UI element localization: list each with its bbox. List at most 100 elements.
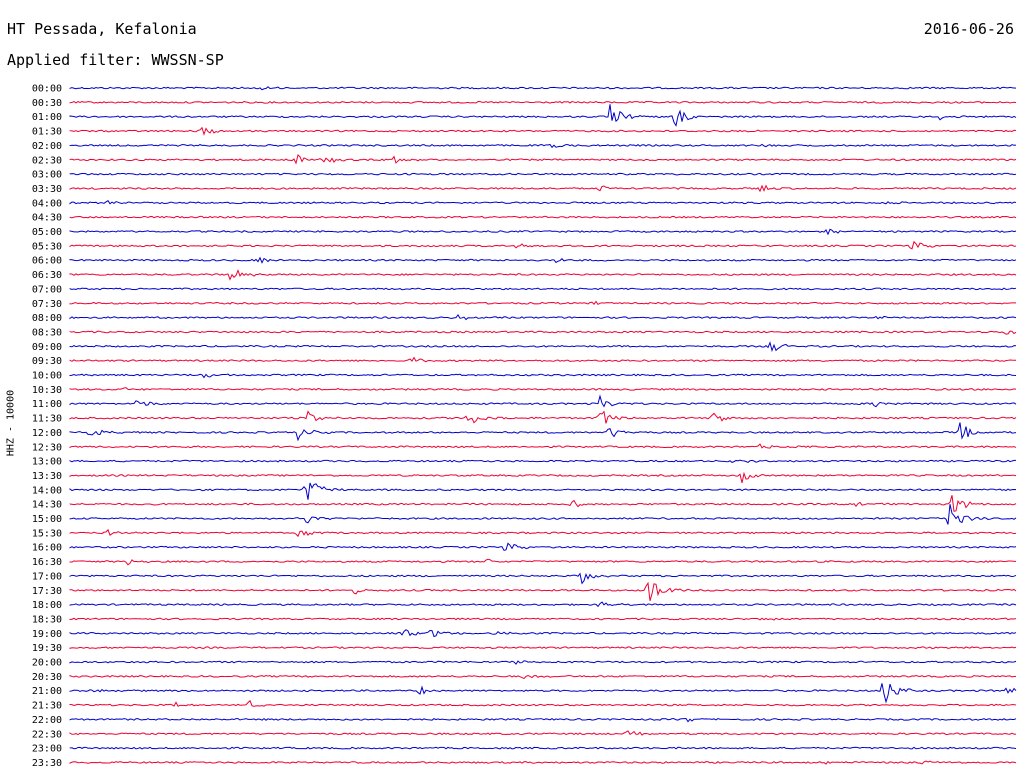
- seismic-trace: [69, 100, 1017, 104]
- time-tick-label: 07:30: [32, 299, 62, 310]
- time-tick-label: 03:00: [32, 170, 62, 181]
- time-tick-label: 06:00: [32, 256, 62, 267]
- seismic-trace: [69, 730, 1017, 736]
- trace-row-1530: 15:30: [32, 528, 1017, 539]
- seismic-trace: [69, 760, 1017, 765]
- seismic-trace: [69, 482, 1017, 500]
- trace-row-2200: 22:00: [32, 715, 1017, 726]
- time-tick-label: 11:00: [32, 399, 62, 410]
- time-tick-label: 01:30: [32, 127, 62, 138]
- seismic-trace: [69, 717, 1017, 723]
- seismic-trace: [69, 683, 1017, 704]
- time-tick-label: 02:00: [32, 141, 62, 152]
- trace-row-0900: 09:00: [32, 341, 1017, 353]
- seismic-trace: [69, 646, 1017, 650]
- trace-row-0630: 06:30: [32, 269, 1017, 281]
- seismic-trace: [69, 154, 1017, 165]
- trace-row-1500: 15:00: [32, 504, 1017, 525]
- seismic-trace: [69, 394, 1017, 408]
- time-tick-label: 06:30: [32, 270, 62, 281]
- seismic-trace: [69, 387, 1017, 391]
- time-tick-label: 04:30: [32, 213, 62, 224]
- trace-row-0530: 05:30: [32, 240, 1017, 252]
- trace-row-2000: 20:00: [32, 658, 1017, 669]
- trace-row-2100: 21:00: [32, 683, 1017, 704]
- time-tick-label: 13:00: [32, 457, 62, 468]
- seismic-trace: [69, 746, 1017, 750]
- trace-row-0500: 05:00: [32, 227, 1017, 238]
- trace-row-0000: 00:00: [32, 84, 1017, 95]
- trace-row-0430: 04:30: [32, 213, 1017, 224]
- date-label: 2016-06-26: [923, 20, 1014, 38]
- trace-row-1900: 19:00: [32, 629, 1017, 640]
- time-tick-label: 08:00: [32, 313, 62, 324]
- trace-row-0800: 08:00: [32, 313, 1017, 324]
- trace-row-0730: 07:30: [32, 299, 1017, 310]
- time-tick-label: 03:30: [32, 184, 62, 195]
- trace-row-0030: 00:30: [32, 98, 1017, 109]
- trace-row-1230: 12:30: [32, 442, 1017, 453]
- time-tick-label: 21:30: [32, 701, 62, 712]
- seismic-trace: [69, 143, 1017, 149]
- trace-row-2130: 21:30: [32, 699, 1017, 712]
- time-tick-label: 19:00: [32, 629, 62, 640]
- trace-row-0200: 02:00: [32, 141, 1017, 152]
- time-tick-label: 00:00: [32, 84, 62, 95]
- trace-row-1300: 13:00: [32, 457, 1016, 468]
- trace-row-1700: 17:00: [32, 571, 1017, 585]
- trace-row-0230: 02:30: [32, 154, 1017, 166]
- seismic-trace: [69, 422, 1017, 442]
- time-tick-label: 23:30: [32, 758, 62, 769]
- trace-row-2030: 20:30: [32, 672, 1017, 683]
- time-tick-label: 09:30: [32, 356, 62, 367]
- trace-row-0700: 07:00: [32, 284, 1017, 295]
- seismic-trace: [69, 581, 1017, 601]
- seismic-trace: [69, 172, 1017, 176]
- seismic-trace: [69, 184, 1017, 193]
- time-tick-label: 05:00: [32, 227, 62, 238]
- time-tick-label: 15:00: [32, 514, 62, 525]
- trace-row-1600: 16:00: [32, 542, 1017, 554]
- trace-row-1730: 17:30: [32, 581, 1017, 601]
- trace-row-1200: 12:00: [32, 422, 1017, 442]
- trace-row-1930: 19:30: [32, 643, 1017, 654]
- time-tick-label: 10:00: [32, 371, 62, 382]
- trace-row-1100: 11:00: [32, 394, 1017, 410]
- seismic-trace: [69, 572, 1017, 585]
- trace-row-2230: 22:30: [32, 729, 1017, 740]
- seismic-trace: [69, 699, 1017, 707]
- seismic-trace: [69, 558, 1017, 566]
- time-tick-label: 00:30: [32, 98, 62, 109]
- seismic-trace: [69, 86, 1017, 91]
- seismic-trace: [69, 459, 1016, 463]
- trace-row-1400: 14:00: [32, 482, 1017, 500]
- time-tick-label: 01:00: [32, 112, 62, 123]
- time-tick-label: 02:30: [32, 155, 62, 166]
- trace-row-0830: 08:30: [32, 327, 1017, 338]
- time-tick-label: 14:00: [32, 485, 62, 496]
- time-tick-label: 12:30: [32, 442, 62, 453]
- seismic-trace: [69, 601, 1017, 608]
- trace-row-0930: 09:30: [32, 356, 1017, 367]
- seismic-trace: [69, 341, 1017, 353]
- trace-row-0300: 03:00: [32, 170, 1017, 181]
- seismic-trace: [69, 104, 1017, 127]
- time-tick-label: 20:30: [32, 672, 62, 683]
- time-tick-label: 15:30: [32, 528, 62, 539]
- trace-row-1430: 14:30: [32, 495, 1017, 512]
- filter-label: Applied filter: WWSSN-SP: [7, 51, 224, 69]
- trace-row-0330: 03:30: [32, 184, 1017, 195]
- seismic-trace: [69, 410, 1017, 424]
- seismic-trace: [69, 629, 1017, 638]
- seismic-trace: [69, 617, 1017, 621]
- seismic-trace: [69, 443, 1017, 449]
- time-tick-label: 19:30: [32, 643, 62, 654]
- seismic-trace: [69, 528, 1017, 538]
- seismic-trace: [69, 495, 1017, 512]
- time-tick-label: 16:00: [32, 543, 62, 554]
- seismic-trace: [69, 269, 1017, 281]
- time-tick-label: 05:30: [32, 241, 62, 252]
- time-tick-label: 13:30: [32, 471, 62, 482]
- time-tick-label: 20:00: [32, 658, 62, 669]
